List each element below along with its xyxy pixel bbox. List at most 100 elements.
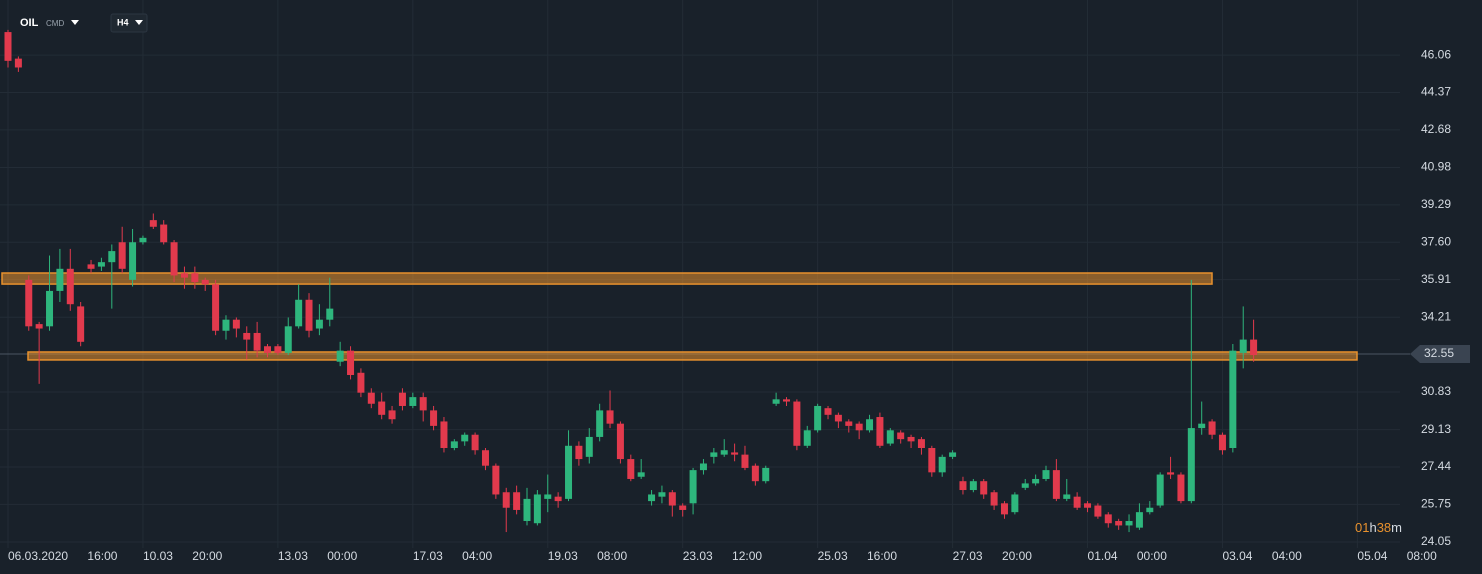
candle-body xyxy=(222,319,230,331)
candle-body xyxy=(56,268,64,291)
axes: 46.06 44.37 42.68 40.98 39.29 37.60 35.91 34.21… xyxy=(8,47,1451,563)
candle-body xyxy=(170,242,178,276)
candle-body xyxy=(928,448,936,473)
candle-body xyxy=(201,279,209,285)
candle-body xyxy=(481,450,489,466)
candle-body xyxy=(295,299,303,327)
y-tick-label: 37.60 xyxy=(1421,234,1451,248)
candle-body xyxy=(66,268,74,305)
candle-body xyxy=(575,445,583,460)
candle-body xyxy=(959,481,967,491)
candle-body xyxy=(1187,428,1195,502)
candle-body xyxy=(1218,434,1226,451)
candle-body xyxy=(648,494,656,502)
x-tick-label: 13.03 00:00 xyxy=(278,549,358,563)
x-tick-label: 10.03 20:00 xyxy=(143,549,223,563)
candle-body xyxy=(1135,512,1143,528)
y-tick-label: 39.29 xyxy=(1421,197,1451,211)
candle-body xyxy=(1125,521,1133,526)
candle-body xyxy=(139,237,147,243)
candle-body xyxy=(866,419,874,431)
x-tick-label: 23.03 12:00 xyxy=(683,549,763,563)
candle-body xyxy=(897,432,905,440)
candle-body xyxy=(149,220,157,227)
candle-body xyxy=(689,470,697,504)
x-tick-label: 05.04 08:00 xyxy=(1357,549,1437,563)
candle-body xyxy=(772,399,780,404)
candle-body xyxy=(25,279,33,327)
countdown-part: 01 xyxy=(1355,520,1369,535)
candle-body xyxy=(1052,470,1060,499)
timeframe[interactable]: H4 xyxy=(117,17,129,27)
candle-body xyxy=(492,465,500,495)
candle-body xyxy=(212,284,220,331)
candle-body xyxy=(699,463,707,471)
candle-body xyxy=(1146,507,1154,513)
candle-body xyxy=(1239,339,1247,353)
candle-body xyxy=(720,450,728,455)
candle-body xyxy=(35,324,43,329)
candle-body xyxy=(824,408,832,415)
candle-body xyxy=(793,401,801,446)
price-zone xyxy=(1,272,1213,285)
candle-body xyxy=(907,436,915,442)
y-tick-label: 44.37 xyxy=(1421,85,1451,99)
x-tick-label: 06.03.2020 16:00 xyxy=(8,549,118,563)
candle-body xyxy=(523,498,531,522)
y-tick-label: 42.68 xyxy=(1421,122,1451,136)
candle-body xyxy=(1084,503,1092,508)
candle-body xyxy=(1032,478,1040,484)
candle-body xyxy=(243,332,251,340)
candle-body xyxy=(938,456,946,473)
y-tick-label: 29.13 xyxy=(1421,422,1451,436)
candle-body xyxy=(980,481,988,495)
x-tick-label: 27.03 20:00 xyxy=(953,549,1033,563)
candle-body xyxy=(1021,483,1029,488)
candle-body xyxy=(554,496,562,502)
symbol-group: CMD xyxy=(46,19,64,28)
candle-body xyxy=(616,423,624,460)
candle-body xyxy=(1011,494,1019,513)
candle-body xyxy=(1177,474,1185,502)
candle-body xyxy=(544,494,552,499)
timeframe-dropdown-arrow[interactable] xyxy=(135,20,143,25)
candle-body xyxy=(118,242,126,269)
countdown-part: 38 xyxy=(1377,520,1391,535)
symbol[interactable]: OIL xyxy=(20,17,39,29)
candle-body xyxy=(855,423,863,431)
candle-body xyxy=(834,414,842,422)
y-tick-label: 34.21 xyxy=(1421,309,1451,323)
candle-body xyxy=(637,472,645,477)
candle-body xyxy=(357,372,365,393)
candle-body xyxy=(513,492,521,510)
candle-body xyxy=(274,346,282,353)
candle-body xyxy=(1229,350,1237,449)
candle-body xyxy=(627,459,635,479)
candle-body xyxy=(1000,503,1008,515)
zones xyxy=(1,272,1358,361)
timeframe-button[interactable] xyxy=(110,13,148,33)
candle-body xyxy=(191,273,199,283)
candle-body xyxy=(430,410,438,426)
candle-body xyxy=(409,397,417,406)
candle-body xyxy=(502,492,510,508)
candle-body xyxy=(1104,514,1112,524)
candle-body xyxy=(1073,496,1081,508)
candle-body xyxy=(77,306,85,342)
candle-body xyxy=(1208,421,1216,435)
candle-body xyxy=(4,32,12,61)
symbol-dropdown-arrow[interactable] xyxy=(71,20,79,25)
candle-body xyxy=(1198,423,1206,429)
candle-body xyxy=(949,452,957,457)
candle-body xyxy=(814,405,822,431)
candle-body xyxy=(180,273,188,278)
candle-body xyxy=(762,467,770,482)
candle-body xyxy=(232,319,240,329)
x-tick-label: 25.03 16:00 xyxy=(818,549,898,563)
y-tick-label: 35.91 xyxy=(1421,272,1451,286)
candle-body xyxy=(606,410,614,424)
y-tick-label: 40.98 xyxy=(1421,160,1451,174)
x-tick-label: 17.03 04:00 xyxy=(413,549,493,563)
candle-body xyxy=(398,392,406,406)
